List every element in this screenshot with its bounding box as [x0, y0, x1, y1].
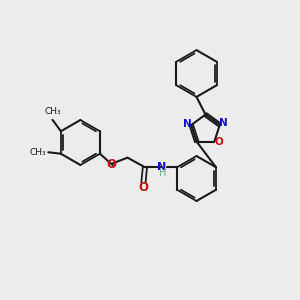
Text: N: N	[157, 162, 166, 172]
Text: N: N	[219, 118, 228, 128]
Text: O: O	[106, 158, 116, 171]
Text: CH₃: CH₃	[29, 148, 46, 157]
Text: N: N	[183, 119, 192, 129]
Text: H: H	[158, 168, 166, 178]
Text: O: O	[138, 181, 148, 194]
Text: CH₃: CH₃	[44, 107, 61, 116]
Text: O: O	[214, 137, 223, 147]
